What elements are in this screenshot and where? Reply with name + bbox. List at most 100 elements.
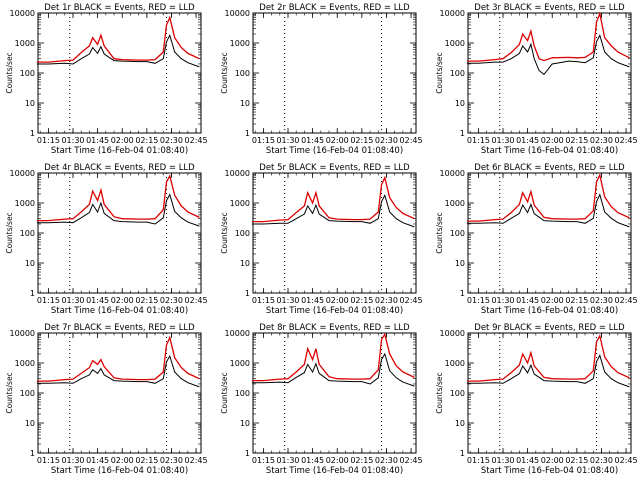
y-tick-label: 1	[245, 449, 250, 458]
x-tick-label: 01:15	[467, 456, 490, 465]
y-tick-label: 10	[455, 259, 465, 268]
x-tick-label: 02:00	[111, 136, 134, 145]
x-tick-label: 01:45	[86, 296, 109, 305]
y-tick-label: 10000	[225, 9, 250, 18]
x-axis-label: Start Time (16-Feb-04 01:08:40)	[481, 306, 618, 316]
x-tick-label: 02:45	[400, 456, 423, 465]
x-tick-label: 02:15	[565, 456, 588, 465]
x-tick-label: 01:45	[301, 136, 324, 145]
y-tick-label: 100	[450, 69, 465, 78]
x-tick-label: 01:30	[491, 136, 514, 145]
x-tick-label: 01:30	[61, 136, 84, 145]
x-tick-label: 02:30	[160, 136, 183, 145]
events-series-line	[466, 193, 630, 228]
x-axis-label: Start Time (16-Feb-04 01:08:40)	[51, 466, 188, 476]
panel-title: Det 4r BLACK = Events, RED = LLD	[44, 163, 195, 173]
x-tick-label: 02:30	[160, 456, 183, 465]
plot-frame	[467, 12, 632, 134]
y-axis-label: Counts/sec	[435, 52, 444, 93]
lld-series-line	[466, 11, 630, 62]
x-tick-label: 01:15	[252, 296, 275, 305]
y-tick-label: 100	[20, 69, 35, 78]
plot-frame	[467, 172, 632, 294]
y-tick-label: 1000	[445, 359, 465, 368]
detector-panel-9: Det 9r BLACK = Events, RED = LLD 1 10 100 10…	[435, 323, 638, 476]
y-tick-label: 10	[240, 419, 250, 428]
x-tick-label: 01:15	[467, 296, 490, 305]
plot-frame	[37, 12, 202, 134]
y-tick-label: 1	[460, 449, 465, 458]
plot-frame	[37, 172, 202, 294]
y-tick-label: 100	[235, 69, 250, 78]
x-tick-label: 02:45	[615, 296, 638, 305]
x-axis-label: Start Time (16-Feb-04 01:08:40)	[51, 306, 188, 316]
x-tick-label: 02:00	[326, 296, 349, 305]
y-tick-label: 100	[450, 389, 465, 398]
detector-panel-3: Det 3r BLACK = Events, RED = LLD 1 10 100 10…	[435, 3, 638, 156]
x-tick-label: 01:30	[61, 456, 84, 465]
y-tick-label: 1	[30, 289, 35, 298]
y-tick-label: 100	[450, 229, 465, 238]
x-tick-label: 02:00	[541, 136, 564, 145]
y-tick-label: 10	[455, 419, 465, 428]
x-tick-label: 02:45	[615, 456, 638, 465]
y-tick-label: 10	[240, 259, 250, 268]
y-tick-label: 1	[460, 289, 465, 298]
x-tick-label: 01:45	[516, 456, 539, 465]
events-series-line	[36, 354, 200, 388]
events-series-line	[36, 193, 200, 227]
panel-title: Det 1r BLACK = Events, RED = LLD	[44, 3, 195, 13]
lld-series-line	[466, 173, 630, 222]
y-tick-label: 100	[20, 389, 35, 398]
x-axis-label: Start Time (16-Feb-04 01:08:40)	[266, 146, 403, 156]
x-tick-label: 01:30	[491, 296, 514, 305]
y-tick-label: 1	[245, 129, 250, 138]
x-tick-label: 01:45	[516, 136, 539, 145]
x-tick-label: 02:15	[565, 136, 588, 145]
plot-frame	[252, 172, 417, 294]
x-tick-label: 01:45	[516, 296, 539, 305]
y-tick-label: 1000	[15, 359, 35, 368]
y-tick-label: 10	[240, 99, 250, 108]
lld-series-line	[36, 15, 200, 63]
y-tick-label: 1	[460, 129, 465, 138]
x-tick-label: 02:30	[375, 296, 398, 305]
y-tick-label: 10000	[225, 169, 250, 178]
x-tick-label: 02:15	[135, 136, 158, 145]
x-tick-label: 02:15	[350, 456, 373, 465]
x-tick-label: 01:15	[252, 456, 275, 465]
events-series-line	[466, 33, 630, 76]
x-tick-label: 02:15	[350, 136, 373, 145]
y-tick-label: 1000	[445, 199, 465, 208]
y-axis-label: Counts/sec	[435, 212, 444, 253]
y-tick-label: 1	[30, 129, 35, 138]
detector-panel-4: Det 4r BLACK = Events, RED = LLD 1 10 100 10…	[5, 163, 208, 316]
x-tick-label: 01:15	[252, 136, 275, 145]
y-tick-label: 10000	[10, 9, 35, 18]
x-tick-label: 02:45	[400, 136, 423, 145]
panel-title: Det 8r BLACK = Events, RED = LLD	[259, 323, 410, 333]
y-tick-label: 10000	[10, 169, 35, 178]
x-tick-label: 01:45	[301, 296, 324, 305]
y-tick-label: 1	[245, 289, 250, 298]
lld-series-line	[251, 332, 415, 382]
x-tick-label: 02:30	[160, 296, 183, 305]
x-tick-label: 02:30	[590, 136, 613, 145]
y-tick-label: 100	[20, 229, 35, 238]
detector-panel-8: Det 8r BLACK = Events, RED = LLD 1 10 100 10…	[220, 323, 423, 476]
lld-series-line	[466, 334, 630, 382]
y-axis-label: Counts/sec	[220, 52, 229, 93]
lld-series-line	[36, 174, 200, 222]
x-tick-label: 02:00	[541, 296, 564, 305]
y-axis-label: Counts/sec	[220, 212, 229, 253]
x-tick-label: 02:45	[185, 136, 208, 145]
plot-frame	[467, 332, 632, 454]
y-tick-label: 10000	[440, 329, 465, 338]
y-tick-label: 10	[25, 99, 35, 108]
x-tick-label: 02:45	[185, 456, 208, 465]
events-series-line	[251, 193, 415, 228]
x-axis-label: Start Time (16-Feb-04 01:08:40)	[481, 146, 618, 156]
x-tick-label: 02:45	[400, 296, 423, 305]
panel-title: Det 6r BLACK = Events, RED = LLD	[474, 163, 625, 173]
y-tick-label: 10000	[225, 329, 250, 338]
